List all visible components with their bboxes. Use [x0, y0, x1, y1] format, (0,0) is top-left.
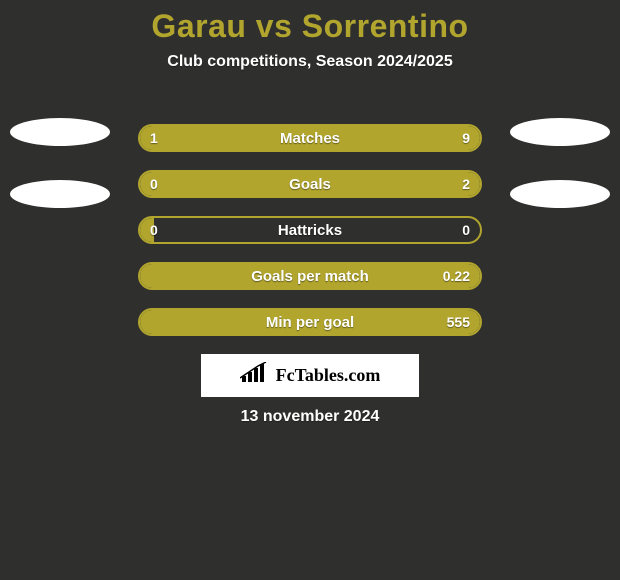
chart-bars-icon — [240, 362, 270, 389]
stat-bar-left-fill — [140, 126, 201, 150]
stat-bar-right-fill — [154, 264, 480, 288]
stat-bar-left-fill — [140, 218, 154, 242]
date-text: 13 november 2024 — [0, 408, 620, 426]
stat-bar: 0.22Goals per match — [138, 262, 482, 290]
stat-bar: 00Hattricks — [138, 216, 482, 244]
stat-bar-right-fill — [154, 172, 480, 196]
attribution-text: FcTables.com — [276, 365, 381, 386]
stat-bar: 555Min per goal — [138, 308, 482, 336]
page-title: Garau vs Sorrentino — [0, 0, 620, 45]
player-ellipse — [510, 180, 610, 208]
player-ellipse — [510, 118, 610, 146]
comparison-card: Garau vs Sorrentino Club competitions, S… — [0, 0, 620, 580]
stats-bar-list: 19Matches 02Goals 00Hattricks 0.22Goals per… — [138, 124, 482, 336]
stat-label: Hattricks — [140, 218, 480, 242]
player-ellipse — [10, 180, 110, 208]
left-ellipse-column — [10, 118, 110, 208]
stat-bar-right-fill — [154, 310, 480, 334]
stat-bar-left-fill — [140, 264, 154, 288]
stat-right-value: 0 — [462, 218, 470, 242]
right-ellipse-column — [510, 118, 610, 208]
stat-bar-left-fill — [140, 172, 154, 196]
stat-bar-right-fill — [201, 126, 480, 150]
attribution-badge: FcTables.com — [201, 354, 419, 397]
stat-bar: 02Goals — [138, 170, 482, 198]
page-subtitle: Club competitions, Season 2024/2025 — [0, 53, 620, 71]
player-ellipse — [10, 118, 110, 146]
stat-bar-left-fill — [140, 310, 154, 334]
stat-bar: 19Matches — [138, 124, 482, 152]
